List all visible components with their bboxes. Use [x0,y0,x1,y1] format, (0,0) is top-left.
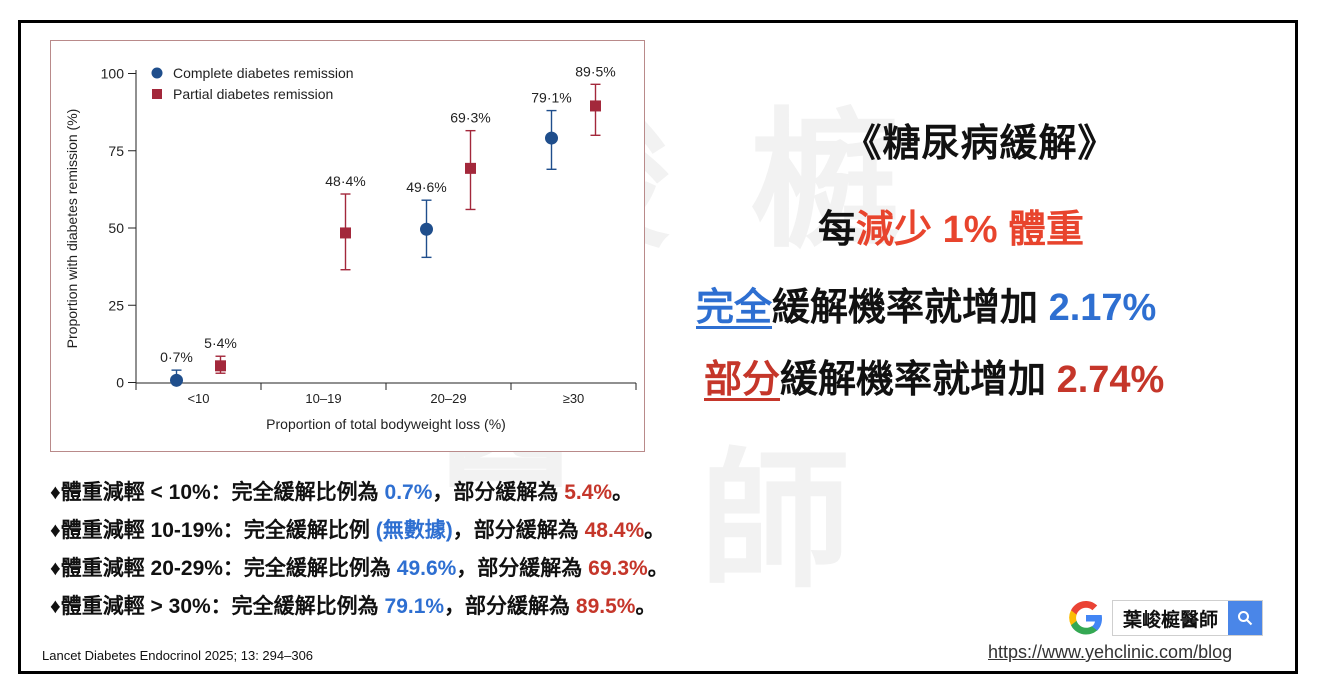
bullet-partial-value: 69.3% [588,557,648,580]
bullet-complete-value: (無數據) [375,519,453,542]
bullet-lead: ♦體重減輕 > 30%：完全緩解比例為 [50,595,385,618]
bullet-item: ♦體重減輕 10-19%：完全緩解比例 (無數據)，部分緩解為 48.4%。 [50,512,669,550]
bullet-mid: ，部分緩解為 [432,481,565,504]
data-label: 49·6% [406,179,446,195]
data-point-partial [215,360,226,372]
headline-line-2: 完全緩解機率就增加 2.17% [696,276,1156,331]
bullet-list: ♦體重減輕 < 10%：完全緩解比例為 0.7%，部分緩解為 5.4%。 ♦體重… [50,474,669,626]
bullet-partial-value: 5.4% [564,481,613,504]
y-tick-label: 100 [101,66,125,82]
bullet-tail: 。 [644,519,666,542]
data-point-complete [545,131,558,145]
data-label: 89·5% [575,63,615,79]
y-tick-label: 0 [116,375,124,391]
search-icon [1238,611,1253,626]
bullet-tail: 。 [647,557,669,580]
legend-marker-partial [152,89,162,99]
search-widget[interactable]: 葉峻榳醫師 [1066,598,1264,638]
bullet-mid: ，部分緩解為 [444,595,576,618]
search-query: 葉峻榳醫師 [1123,609,1219,631]
bullet-lead: ♦體重減輕 20-29%：完全緩解比例為 [50,557,397,580]
bullet-lead: ♦體重減輕 < 10%：完全緩解比例為 [50,481,385,504]
data-label: 5·4% [204,335,237,351]
bullet-lead: ♦體重減輕 10-19%：完全緩解比例 [50,519,376,542]
data-label: 0·7% [160,349,193,365]
bullet-item: ♦體重減輕 > 30%：完全緩解比例為 79.1%，部分緩解為 89.5%。 [50,588,669,626]
x-tick-label: 10–19 [305,391,341,406]
y-tick-label: 75 [108,143,124,159]
x-axis-label: Proportion of total bodyweight loss (%) [266,416,506,432]
bullet-complete-value: 0.7% [384,481,433,504]
data-point-partial [590,100,601,112]
legend-marker-complete [151,67,163,79]
bullet-tail: 。 [635,595,657,618]
y-tick-label: 25 [108,297,124,313]
bullet-complete-value: 79.1% [384,595,445,618]
search-button[interactable] [1228,601,1263,635]
google-logo-icon [1069,600,1102,635]
headline-line-1: 每減少 1% 體重 [818,198,1084,253]
bullet-tail: 。 [612,481,634,504]
watermark-char-5: 師 [700,437,851,605]
bullet-mid: ，部分緩解為 [452,519,585,542]
data-label: 79·1% [531,90,571,106]
line1-highlight: 減少 1% 體重 [856,209,1085,251]
data-point-partial [340,227,351,239]
line1-prefix: 每 [818,209,857,251]
data-label: 48·4% [325,173,365,189]
chart-panel: 0 25 50 75 100 <10 10–19 20–29 ≥30 Proportion of … [50,40,645,452]
data-point-complete [170,373,183,387]
data-point-complete [420,222,433,236]
search-box[interactable]: 葉峻榳醫師 [1112,600,1264,636]
x-tick-label: 20–29 [430,391,466,406]
y-tick-label: 50 [108,220,124,236]
headline-line-3: 部分緩解機率就增加 2.74% [704,348,1164,403]
bullet-complete-value: 49.6% [396,557,457,580]
line2-key: 完全 [696,287,773,329]
legend-label: Complete diabetes remission [173,65,354,81]
bullet-item: ♦體重減輕 20-29%：完全緩解比例為 49.6%，部分緩解為 69.3%。 [50,550,669,588]
data-label: 69·3% [450,110,490,126]
headline-title: 《糖尿病緩解》 [843,123,1117,165]
remission-chart: 0 25 50 75 100 <10 10–19 20–29 ≥30 Proportion of … [64,63,637,432]
bullet-mid: ，部分緩解為 [456,557,589,580]
y-axis-label: Proportion with diabetes remission (%) [64,109,80,349]
line2-value: 2.17% [1048,287,1157,329]
line3-value: 2.74% [1056,359,1165,401]
legend-label: Partial diabetes remission [173,86,333,102]
bullet-partial-value: 89.5% [575,595,636,618]
x-tick-label: <10 [187,391,209,406]
blog-url-link[interactable]: https://www.yehclinic.com/blog [988,642,1233,662]
x-tick-label: ≥30 [563,391,585,406]
citation: Lancet Diabetes Endocrinol 2025; 13: 294… [42,648,314,663]
line2-text: 緩解機率就增加 [772,287,1049,329]
watermark-char-3: 榳 [750,97,901,265]
bullet-item: ♦體重減輕 < 10%：完全緩解比例為 0.7%，部分緩解為 5.4%。 [50,474,669,512]
data-point-partial [465,162,476,174]
line3-key: 部分 [704,359,781,401]
line3-text: 緩解機率就增加 [780,359,1057,401]
bullet-partial-value: 48.4% [584,519,645,542]
